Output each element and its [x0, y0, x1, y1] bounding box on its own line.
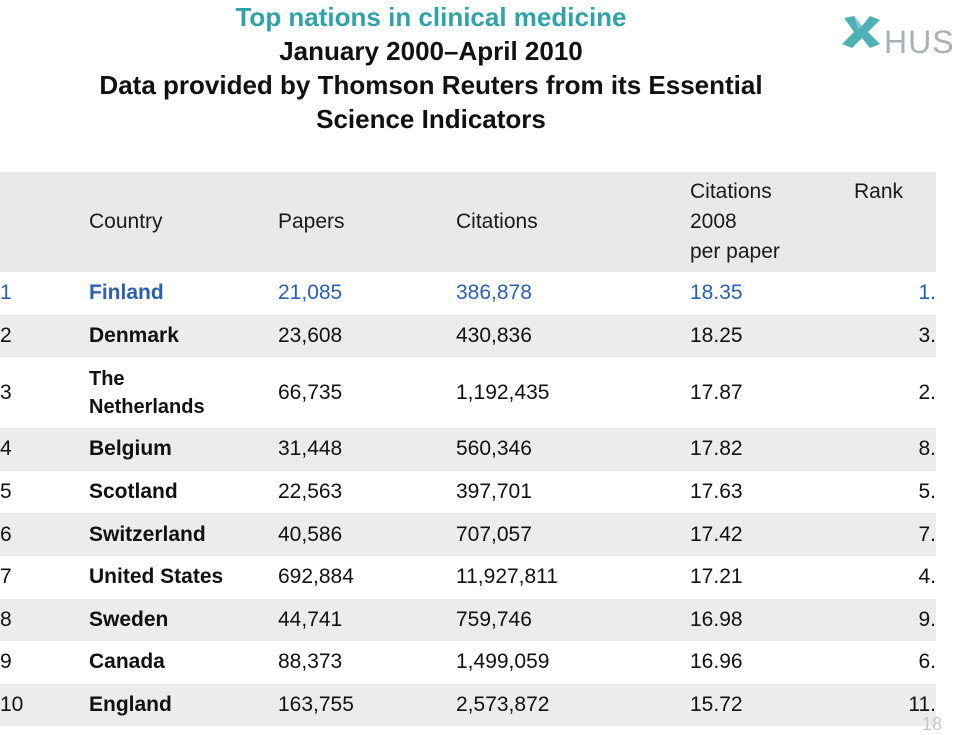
header-num [0, 172, 89, 272]
row-papers: 23,608 [278, 323, 343, 347]
row-country: Belgium [89, 437, 172, 461]
row-citations-per-paper: 16.96 [690, 650, 743, 674]
table-row: 2 Denmark 23,608 430,836 18.25 3. [0, 314, 936, 358]
row-country: Denmark [89, 323, 179, 347]
row-country: Sweden [89, 607, 169, 631]
row-num: 9 [0, 650, 12, 674]
table-row: 3 The Netherlands 66,735 1,192,435 17.87… [0, 357, 936, 429]
row-rank: 5. [918, 480, 936, 504]
header-papers: Papers [278, 210, 345, 233]
table-row: 5 Scotland 22,563 397,701 17.63 5. [0, 470, 936, 514]
row-num: 1 [0, 281, 12, 305]
row-papers: 21,085 [278, 281, 343, 305]
rankings-table: Country Papers Citations Citations 2008 … [0, 172, 936, 727]
row-country: England [89, 693, 172, 717]
row-citations: 560,346 [456, 437, 532, 461]
row-papers: 66,735 [278, 380, 343, 404]
table-row: 10 England 163,755 2,573,872 15.72 11. [0, 683, 936, 727]
table-header-row: Country Papers Citations Citations 2008 … [0, 172, 936, 272]
row-country: The Netherlands [89, 367, 205, 418]
row-num: 5 [0, 480, 12, 504]
row-papers: 88,373 [278, 650, 343, 674]
row-papers: 22,563 [278, 480, 343, 504]
row-citations: 2,573,872 [456, 693, 550, 717]
row-citations-per-paper: 17.63 [690, 480, 743, 504]
row-rank: 9. [918, 607, 936, 631]
row-citations: 397,701 [456, 480, 532, 504]
table-row: 1 Finland 21,085 386,878 18.35 1. [0, 272, 936, 315]
slide-title: Top nations in clinical medicine January… [0, 0, 862, 136]
row-num: 3 [0, 380, 12, 404]
row-papers: 31,448 [278, 437, 343, 461]
row-country: Canada [89, 650, 165, 674]
row-rank: 2. [918, 380, 936, 404]
row-num: 10 [0, 693, 24, 717]
hus-logo: HUS [840, 12, 960, 60]
title-line-1: Top nations in clinical medicine [235, 2, 627, 32]
row-country: Finland [89, 281, 164, 305]
header-citations: Citations [456, 210, 538, 233]
row-citations-per-paper: 16.98 [690, 607, 743, 631]
table-row: 7 United States 692,884 11,927,811 17.21… [0, 555, 936, 599]
row-citations-per-paper: 18.35 [690, 281, 743, 305]
table-row: 8 Sweden 44,741 759,746 16.98 9. [0, 598, 936, 642]
page-number: 18 [922, 714, 943, 734]
row-citations-per-paper: 17.87 [690, 380, 743, 404]
row-country: United States [89, 565, 224, 589]
title-line-4: Science Indicators [316, 104, 546, 134]
row-citations-per-paper: 17.42 [690, 522, 743, 546]
row-num: 7 [0, 565, 12, 589]
table-row: 9 Canada 88,373 1,499,059 16.96 6. [0, 641, 936, 684]
row-country: Switzerland [89, 522, 206, 546]
row-papers: 44,741 [278, 607, 343, 631]
row-citations: 430,836 [456, 323, 532, 347]
row-citations-per-paper: 15.72 [690, 693, 743, 717]
row-num: 6 [0, 522, 12, 546]
row-rank: 3. [918, 323, 936, 347]
row-rank: 8. [918, 437, 936, 461]
row-citations: 707,057 [456, 522, 532, 546]
row-citations-per-paper: 18.25 [690, 323, 743, 347]
row-num: 2 [0, 323, 12, 347]
row-citations: 759,746 [456, 607, 532, 631]
row-papers: 692,884 [278, 565, 354, 589]
row-papers: 163,755 [278, 693, 354, 717]
row-num: 4 [0, 437, 12, 461]
row-citations-per-paper: 17.21 [690, 565, 743, 589]
row-num: 8 [0, 607, 12, 631]
row-citations: 11,927,811 [456, 565, 558, 589]
title-line-3: Data provided by Thomson Reuters from it… [99, 70, 763, 100]
row-citations: 1,192,435 [456, 380, 550, 404]
row-citations: 386,878 [456, 281, 532, 305]
hus-cross-icon [842, 16, 880, 48]
table-row: 6 Switzerland 40,586 707,057 17.42 7. [0, 513, 936, 556]
row-citations-per-paper: 17.82 [690, 437, 743, 461]
header-rank: Rank [853, 180, 904, 203]
row-citations: 1,499,059 [456, 650, 550, 674]
row-papers: 40,586 [278, 522, 343, 546]
title-line-2: January 2000–April 2010 [279, 36, 583, 66]
logo-text: HUS [884, 24, 955, 60]
row-rank: 4. [918, 565, 936, 589]
row-rank: 6. [918, 650, 936, 674]
row-rank: 11. [908, 693, 936, 717]
header-country: Country [89, 210, 163, 233]
row-rank: 7. [918, 522, 936, 546]
row-country: Scotland [89, 480, 178, 504]
header-citations-per-paper: Citations 2008 per paper [690, 180, 780, 263]
row-rank: 1. [918, 281, 936, 305]
table-row: 4 Belgium 31,448 560,346 17.82 8. [0, 428, 936, 471]
